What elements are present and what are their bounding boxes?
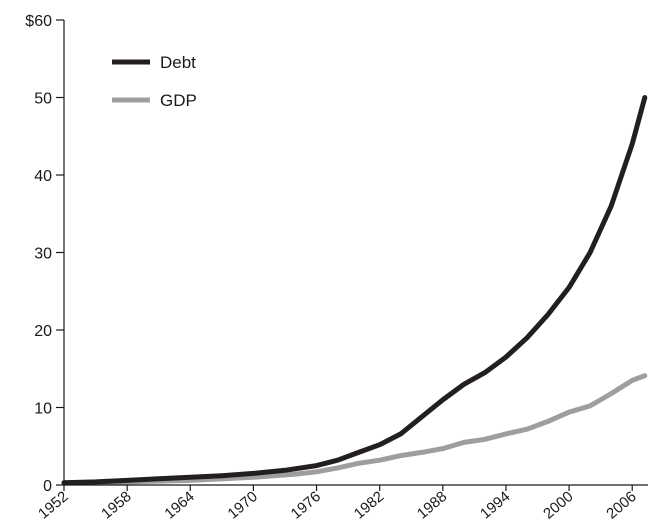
x-tick-label: 2000 xyxy=(540,488,576,522)
x-tick-label: 1988 xyxy=(414,488,450,522)
x-tick-label: 1994 xyxy=(477,488,513,522)
x-tick-label: 2006 xyxy=(603,488,639,522)
x-tick-label: 1976 xyxy=(288,488,324,522)
x-axis-ticks: 1952 1958 1964 1970 1976 1982 1988 1994 2000 2006 xyxy=(35,485,640,523)
x-tick-label: 1964 xyxy=(161,488,197,522)
y-tick-label: 0 xyxy=(43,478,52,495)
legend-label-debt: Debt xyxy=(160,53,196,72)
legend-label-gdp: GDP xyxy=(160,91,197,110)
x-tick-label: 1952 xyxy=(35,488,71,522)
series-lines xyxy=(61,95,648,486)
y-axis-ticks: 0 10 20 30 40 50 $60 xyxy=(25,13,64,495)
series-line-gdp xyxy=(61,373,648,486)
y-tick-label: 30 xyxy=(34,246,52,263)
x-tick-label: 1958 xyxy=(98,488,134,522)
x-tick-label: 1982 xyxy=(351,488,387,522)
legend: Debt GDP xyxy=(112,53,197,110)
x-tick-label: 1970 xyxy=(224,488,260,522)
series-line-debt xyxy=(61,95,648,486)
y-tick-label: $60 xyxy=(25,13,52,30)
y-tick-label: 20 xyxy=(34,323,52,340)
y-tick-label: 40 xyxy=(34,168,52,185)
y-tick-label: 10 xyxy=(34,401,52,418)
y-tick-label: 50 xyxy=(34,91,52,108)
